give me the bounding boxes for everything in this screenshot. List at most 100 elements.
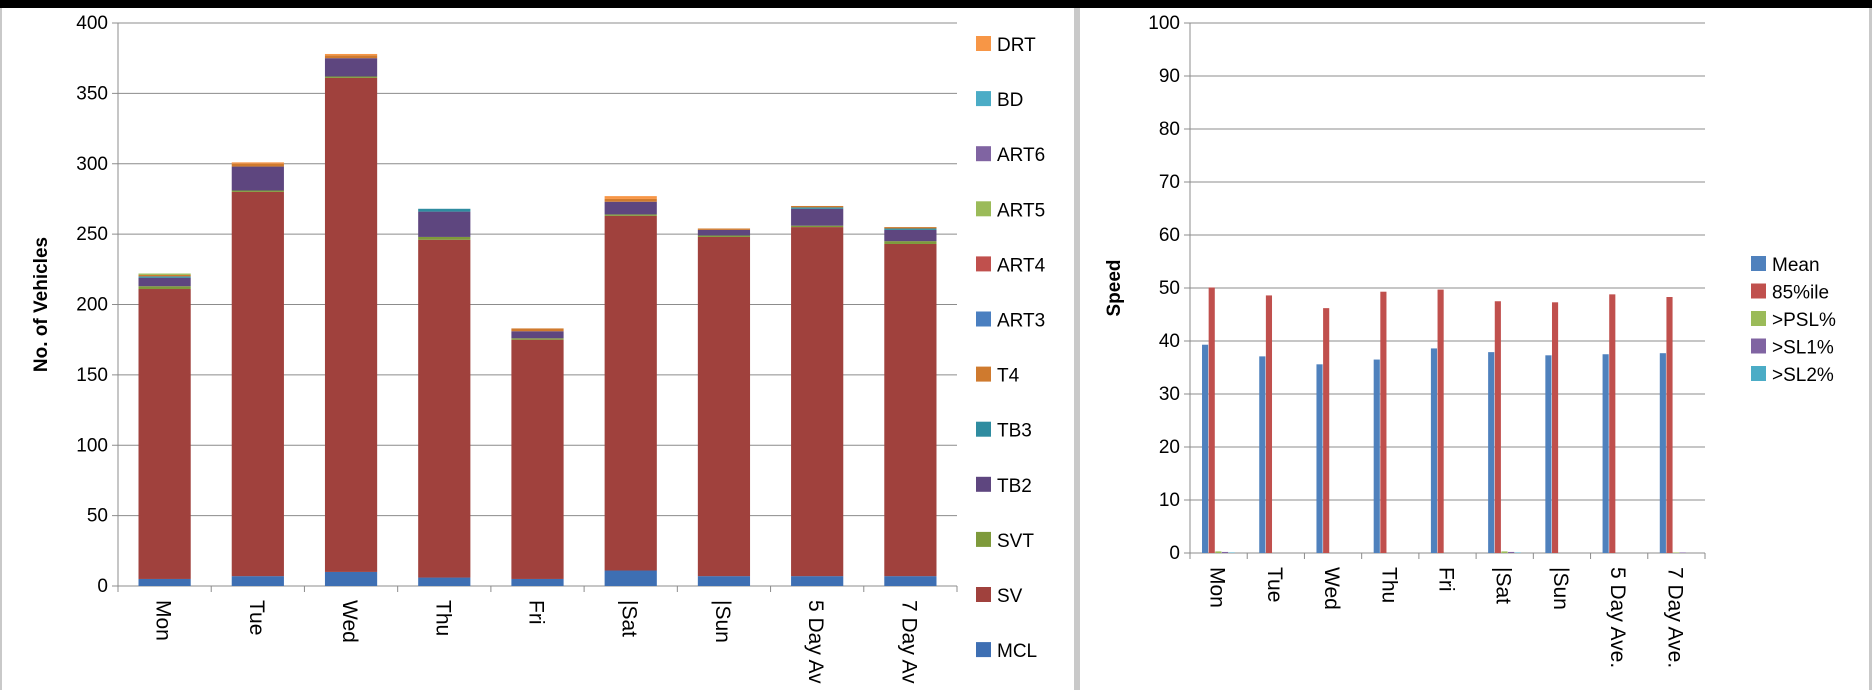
y-axis-title: No. of Vehicles: [31, 237, 52, 372]
bar-mean-sat: [1488, 352, 1495, 553]
x-tick-label: Thu: [1377, 567, 1400, 603]
bar-svt-7-day-ave: [884, 241, 937, 244]
x-tick-label: 7 Day Av: [897, 600, 920, 684]
legend-swatch-psl: [1751, 311, 1766, 326]
bar-sl2-sat: [1514, 552, 1521, 553]
y-tick-label: 300: [76, 154, 108, 175]
bar-art5-mon: [138, 273, 191, 275]
panel-divider: [1074, 8, 1080, 690]
y-tick-label: 150: [76, 365, 108, 386]
bar-mcl-wed: [324, 571, 378, 586]
bar-sv-thu: [418, 239, 471, 578]
legend-label-85-ile: 85%ile: [1772, 283, 1829, 304]
legend-swatch-drt: [976, 36, 991, 51]
legend-swatch-sv: [976, 587, 991, 602]
legend-swatch-art4: [976, 256, 991, 272]
right-border: [1869, 8, 1872, 690]
bar-t4-7-day-ave: [884, 227, 937, 229]
bar-sv-sun: [697, 236, 751, 577]
bar-mean-wed: [1316, 364, 1323, 553]
y-tick-label: 350: [76, 83, 108, 104]
bar-85-ile-fri: [1437, 289, 1444, 553]
legend-swatch-art5: [976, 201, 991, 217]
bar-psl-7-day-ave: [1673, 552, 1680, 553]
bar-psl-sat: [1501, 551, 1508, 553]
legend-label-sl1: >SL1%: [1772, 338, 1834, 359]
y-tick-label: 90: [1159, 66, 1180, 87]
legend-swatch-mcl: [976, 642, 991, 658]
bar-85-ile-wed: [1323, 308, 1330, 553]
y-tick-label: 10: [1159, 490, 1180, 511]
y-tick-label: 70: [1159, 172, 1180, 193]
legend-label-art3: ART3: [997, 311, 1045, 332]
legend-label-tb3: TB3: [997, 421, 1032, 442]
bar-t4-wed: [324, 55, 378, 59]
bar-drt-wed: [324, 53, 378, 56]
bar-tb3-thu: [418, 208, 471, 212]
bar-tb2-mon: [138, 277, 191, 287]
x-tick-label: 5 Day Ave.: [1606, 567, 1629, 668]
bar-mean-sun: [1545, 355, 1552, 553]
legend-swatch-tb3: [976, 421, 991, 437]
legend-swatch-tb2: [976, 476, 991, 492]
legend-label-art4: ART4: [997, 255, 1046, 276]
legend-label-mean: Mean: [1772, 255, 1820, 276]
bar-85-ile-sat: [1494, 301, 1501, 553]
x-tick-label: |Sat: [1492, 567, 1515, 604]
x-tick-label: Tue: [245, 600, 268, 635]
bar-svt-fri: [511, 338, 564, 340]
bar-sv-fri: [511, 339, 564, 579]
x-tick-label: |Sun: [711, 600, 734, 643]
y-tick-label: 30: [1159, 384, 1180, 405]
x-tick-label: 5 Day Av: [804, 600, 827, 684]
bar-85-ile-thu: [1380, 291, 1387, 553]
bar-sv-7-day-ave: [884, 243, 937, 577]
y-tick-label: 100: [1148, 13, 1180, 34]
x-tick-label: Fri: [1435, 567, 1458, 592]
y-tick-label: 40: [1159, 331, 1180, 352]
y-tick-label: 50: [1159, 278, 1180, 299]
bar-tb2-sat: [604, 201, 657, 215]
legend-swatch-t4: [976, 366, 991, 382]
legend-swatch-85-ile: [1751, 283, 1766, 299]
legend-swatch-sl1: [1751, 338, 1766, 354]
bar-mcl-7-day-ave: [884, 576, 937, 586]
y-tick-label: 100: [76, 435, 108, 456]
y-tick-label: 0: [97, 576, 108, 597]
bar-t4-sat: [604, 198, 657, 202]
y-tick-label: 400: [76, 13, 108, 34]
bar-mcl-sun: [697, 576, 751, 586]
bar-sl1-7-day-ave: [1679, 552, 1686, 553]
bar-psl-mon: [1215, 551, 1222, 553]
bar-mcl-sat: [604, 570, 657, 586]
bar-sv-sat: [604, 215, 657, 571]
legend-label-drt: DRT: [997, 35, 1036, 56]
bar-svt-tue: [231, 190, 284, 192]
bar-85-ile-7-day-ave: [1666, 297, 1673, 553]
bar-sl1-mon: [1221, 551, 1229, 553]
y-tick-label: 250: [76, 224, 108, 245]
bar-mean-mon: [1202, 344, 1209, 553]
bar-tb2-tue: [231, 166, 284, 191]
legend-label-mcl: MCL: [997, 641, 1037, 662]
x-tick-label: 7 Day Ave.: [1663, 567, 1686, 668]
bar-tb2-wed: [324, 58, 378, 77]
bar-t4-sun: [697, 228, 751, 230]
y-axis-title: Speed: [1104, 259, 1125, 316]
x-tick-label: Mon: [152, 600, 175, 641]
x-tick-label: Wed: [1320, 567, 1343, 610]
legend-label-t4: T4: [997, 366, 1020, 387]
bar-mean-tue: [1259, 356, 1266, 553]
bar-svt-thu: [418, 236, 471, 240]
window-top-border: [0, 0, 1872, 8]
vehicle-class-chart: 0 50 100 150 200 250 300 350 400 Mon Tue Wed Thu Fri |…: [31, 13, 1046, 684]
bar-t4-fri: [511, 328, 564, 332]
y-tick-label: 20: [1159, 437, 1180, 458]
bar-mcl-thu: [418, 577, 471, 586]
legend-label-psl: >PSL%: [1772, 310, 1836, 331]
x-tick-label: Fri: [525, 600, 548, 625]
legend-label-sl2: >SL2%: [1772, 365, 1834, 386]
bar-mean-5-day-ave: [1602, 354, 1609, 553]
bar-tb2-fri: [511, 331, 564, 339]
